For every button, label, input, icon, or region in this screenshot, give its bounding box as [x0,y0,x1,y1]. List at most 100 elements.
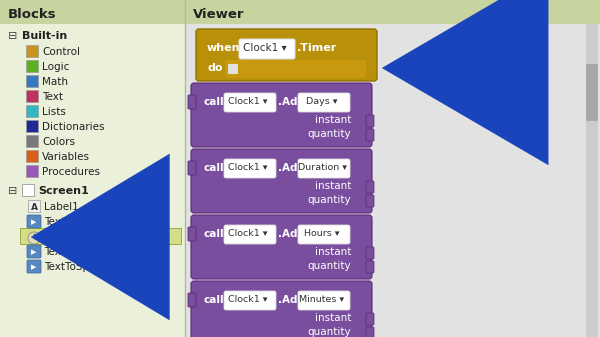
FancyBboxPatch shape [586,64,598,121]
Bar [26,105,38,117]
FancyBboxPatch shape [191,83,372,147]
FancyBboxPatch shape [224,225,276,244]
Bar [0,0,600,24]
Text: Math: Math [42,77,68,87]
Bar [586,24,598,337]
Bar [22,184,34,196]
Bar [20,228,181,244]
Text: .Add: .Add [278,97,305,107]
Text: Lists: Lists [42,107,66,117]
FancyBboxPatch shape [366,195,374,207]
Text: Dictionaries: Dictionaries [42,122,104,132]
FancyBboxPatch shape [366,313,374,325]
Bar [26,135,38,147]
Text: do: do [207,63,223,73]
Text: TextToSpeech_Welcome: TextToSpeech_Welcome [44,217,167,227]
Text: call: call [204,229,224,239]
Text: call: call [204,163,224,173]
Bar [185,24,600,337]
Text: Variables: Variables [42,152,90,162]
Text: Clock1 ▾: Clock1 ▾ [228,296,268,305]
Text: ⊟: ⊟ [8,31,17,41]
Text: Duration ▾: Duration ▾ [298,163,347,173]
FancyBboxPatch shape [27,260,41,273]
FancyBboxPatch shape [366,129,374,141]
Text: .Timer: .Timer [297,43,337,53]
FancyBboxPatch shape [27,215,41,228]
Text: Hours ▾: Hours ▾ [304,229,340,239]
Bar [26,120,38,132]
FancyBboxPatch shape [298,225,350,244]
FancyBboxPatch shape [228,64,238,74]
Text: Text: Text [42,92,63,102]
Bar [26,45,38,57]
FancyBboxPatch shape [188,95,196,109]
FancyBboxPatch shape [191,149,372,213]
Text: ▶: ▶ [31,219,37,225]
FancyBboxPatch shape [188,161,196,175]
FancyBboxPatch shape [366,261,374,273]
Text: TextToSpe...: TextToSpe... [44,247,106,257]
FancyBboxPatch shape [188,227,196,241]
Text: Control: Control [42,47,80,57]
Text: Label1: Label1 [44,202,79,212]
Bar [26,150,38,162]
Text: quantity: quantity [307,195,351,205]
Bar [26,90,38,102]
FancyBboxPatch shape [191,281,372,337]
Text: ⊟: ⊟ [8,186,17,196]
Text: .Add: .Add [278,295,305,305]
Bar [28,200,40,212]
Text: Procedures: Procedures [42,167,100,177]
Text: Clock1 ▾: Clock1 ▾ [228,97,268,106]
Text: Minutes ▾: Minutes ▾ [299,296,344,305]
FancyBboxPatch shape [188,293,196,307]
Text: ▶: ▶ [31,264,37,270]
Text: Clock1 ▾: Clock1 ▾ [243,43,287,53]
FancyBboxPatch shape [224,291,276,310]
Text: ▶: ▶ [31,249,37,255]
Text: Colors: Colors [42,137,75,147]
Text: Screen1: Screen1 [38,186,89,196]
Bar [26,75,38,87]
Text: call: call [204,295,224,305]
Text: TextToSpeech4: TextToSpeech4 [44,262,121,272]
Bar [26,60,38,72]
FancyBboxPatch shape [298,291,350,310]
FancyBboxPatch shape [366,115,374,127]
Text: Clock1 ▾: Clock1 ▾ [228,163,268,173]
Text: Clock1: Clock1 [44,232,79,242]
Text: when: when [207,43,241,53]
Text: call: call [204,97,224,107]
FancyBboxPatch shape [225,60,366,78]
FancyBboxPatch shape [224,159,276,178]
Text: instant: instant [314,181,351,191]
Text: instant: instant [314,247,351,257]
Text: Clock1 ▾: Clock1 ▾ [228,229,268,239]
Text: quantity: quantity [307,129,351,139]
Text: quantity: quantity [307,261,351,271]
Text: quantity: quantity [307,327,351,337]
Bar [26,165,38,177]
FancyBboxPatch shape [191,215,372,279]
Bar [0,24,185,337]
Text: Logic: Logic [42,62,70,72]
Text: Blocks: Blocks [8,7,56,21]
FancyBboxPatch shape [224,93,276,112]
Text: instant: instant [314,313,351,323]
Circle shape [28,232,40,244]
Text: Built-in: Built-in [22,31,67,41]
FancyBboxPatch shape [196,29,377,81]
Text: Viewer: Viewer [193,7,245,21]
FancyBboxPatch shape [366,247,374,259]
FancyBboxPatch shape [298,159,350,178]
FancyBboxPatch shape [239,39,295,59]
Text: .Add: .Add [278,163,305,173]
FancyBboxPatch shape [27,245,41,258]
Text: Days ▾: Days ▾ [306,97,338,106]
Text: instant: instant [314,115,351,125]
Text: A: A [31,203,37,212]
FancyBboxPatch shape [298,93,350,112]
FancyBboxPatch shape [366,327,374,337]
Text: .Add: .Add [278,229,305,239]
